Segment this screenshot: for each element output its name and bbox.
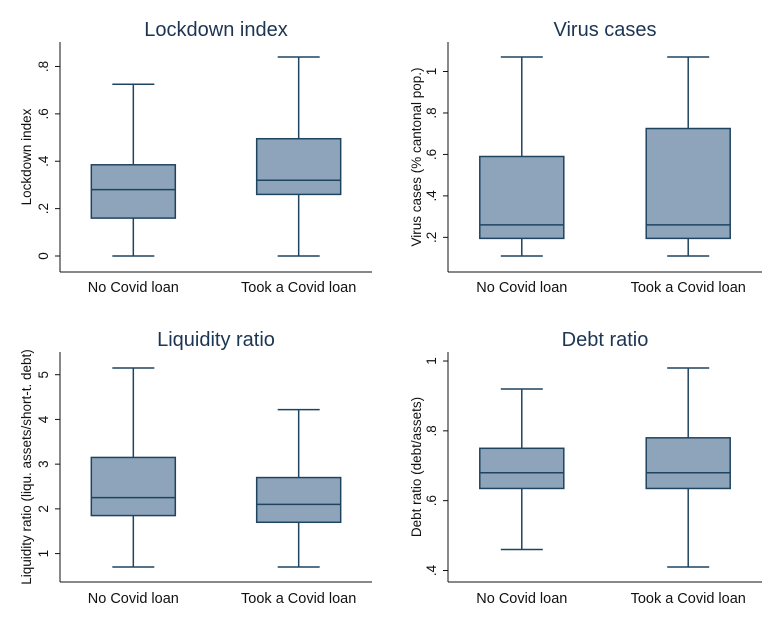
iqr-box xyxy=(479,447,565,490)
y-tick-label: .6 xyxy=(424,495,439,506)
y-tick-label: .8 xyxy=(424,425,439,436)
y-tick-label: 1 xyxy=(424,68,439,76)
y-tick-label: .4 xyxy=(424,190,439,202)
category-label: No Covid loan xyxy=(476,591,567,607)
y-tick-label: .4 xyxy=(36,155,51,167)
category-label: No Covid loan xyxy=(476,280,567,296)
box-2 xyxy=(645,56,731,257)
panel-2: Virus cases Virus cases (% cantonal pop.)… xyxy=(409,19,762,296)
y-tick-label: .8 xyxy=(424,107,439,118)
iqr-box xyxy=(255,476,342,524)
y-tick-label: .6 xyxy=(424,149,439,160)
iqr-box xyxy=(90,164,177,219)
box-2 xyxy=(255,408,342,568)
y-tick-label: 1 xyxy=(424,357,439,365)
y-axis-label: Liquidity ratio (liqu. assets/short-t. d… xyxy=(19,349,34,585)
y-tick-label: 5 xyxy=(36,371,51,379)
panel-3: Liquidity ratio Liquidity ratio (liqu. as… xyxy=(19,329,372,607)
iqr-box xyxy=(645,127,731,240)
iqr-box xyxy=(255,137,342,196)
box-2 xyxy=(255,56,342,257)
iqr-box xyxy=(479,155,565,240)
category-label: No Covid loan xyxy=(88,591,179,607)
category-label: No Covid loan xyxy=(88,280,179,296)
box-2 xyxy=(645,367,731,568)
y-tick-label: .8 xyxy=(36,61,51,72)
panel-4: Debt ratio Debt ratio (debt/assets) .4 .6 .8… xyxy=(409,329,762,607)
category-label: Took a Covid loan xyxy=(631,591,746,607)
category-label: Took a Covid loan xyxy=(241,280,356,296)
box-1 xyxy=(90,83,177,257)
y-axis-label: Virus cases (% cantonal pop.) xyxy=(409,67,424,246)
y-tick-label: .2 xyxy=(424,232,439,243)
category-label: Took a Covid loan xyxy=(631,280,746,296)
y-tick-label: 1 xyxy=(36,550,51,558)
y-tick-label: .2 xyxy=(36,203,51,214)
panel-1: Lockdown index Lockdown index 0 .2 .4 .6 .8 No … xyxy=(19,19,372,296)
box-1 xyxy=(479,56,565,257)
iqr-box xyxy=(90,456,177,517)
y-tick-label: .6 xyxy=(36,108,51,119)
y-tick-label: 3 xyxy=(36,460,51,468)
y-axis-label: Debt ratio (debt/assets) xyxy=(409,397,424,537)
panel-title: Debt ratio xyxy=(562,329,649,351)
box-1 xyxy=(479,388,565,551)
y-tick-label: 4 xyxy=(36,415,51,423)
box-1 xyxy=(90,367,177,568)
panel-title: Lockdown index xyxy=(144,19,287,41)
panel-title: Liquidity ratio xyxy=(157,329,275,351)
panel-title: Virus cases xyxy=(553,19,656,41)
y-tick-label: .4 xyxy=(424,564,439,576)
y-tick-label: 0 xyxy=(36,252,51,260)
category-label: Took a Covid loan xyxy=(241,591,356,607)
iqr-box xyxy=(645,437,731,490)
y-axis-label: Lockdown index xyxy=(19,108,34,205)
y-tick-label: 2 xyxy=(36,505,51,513)
